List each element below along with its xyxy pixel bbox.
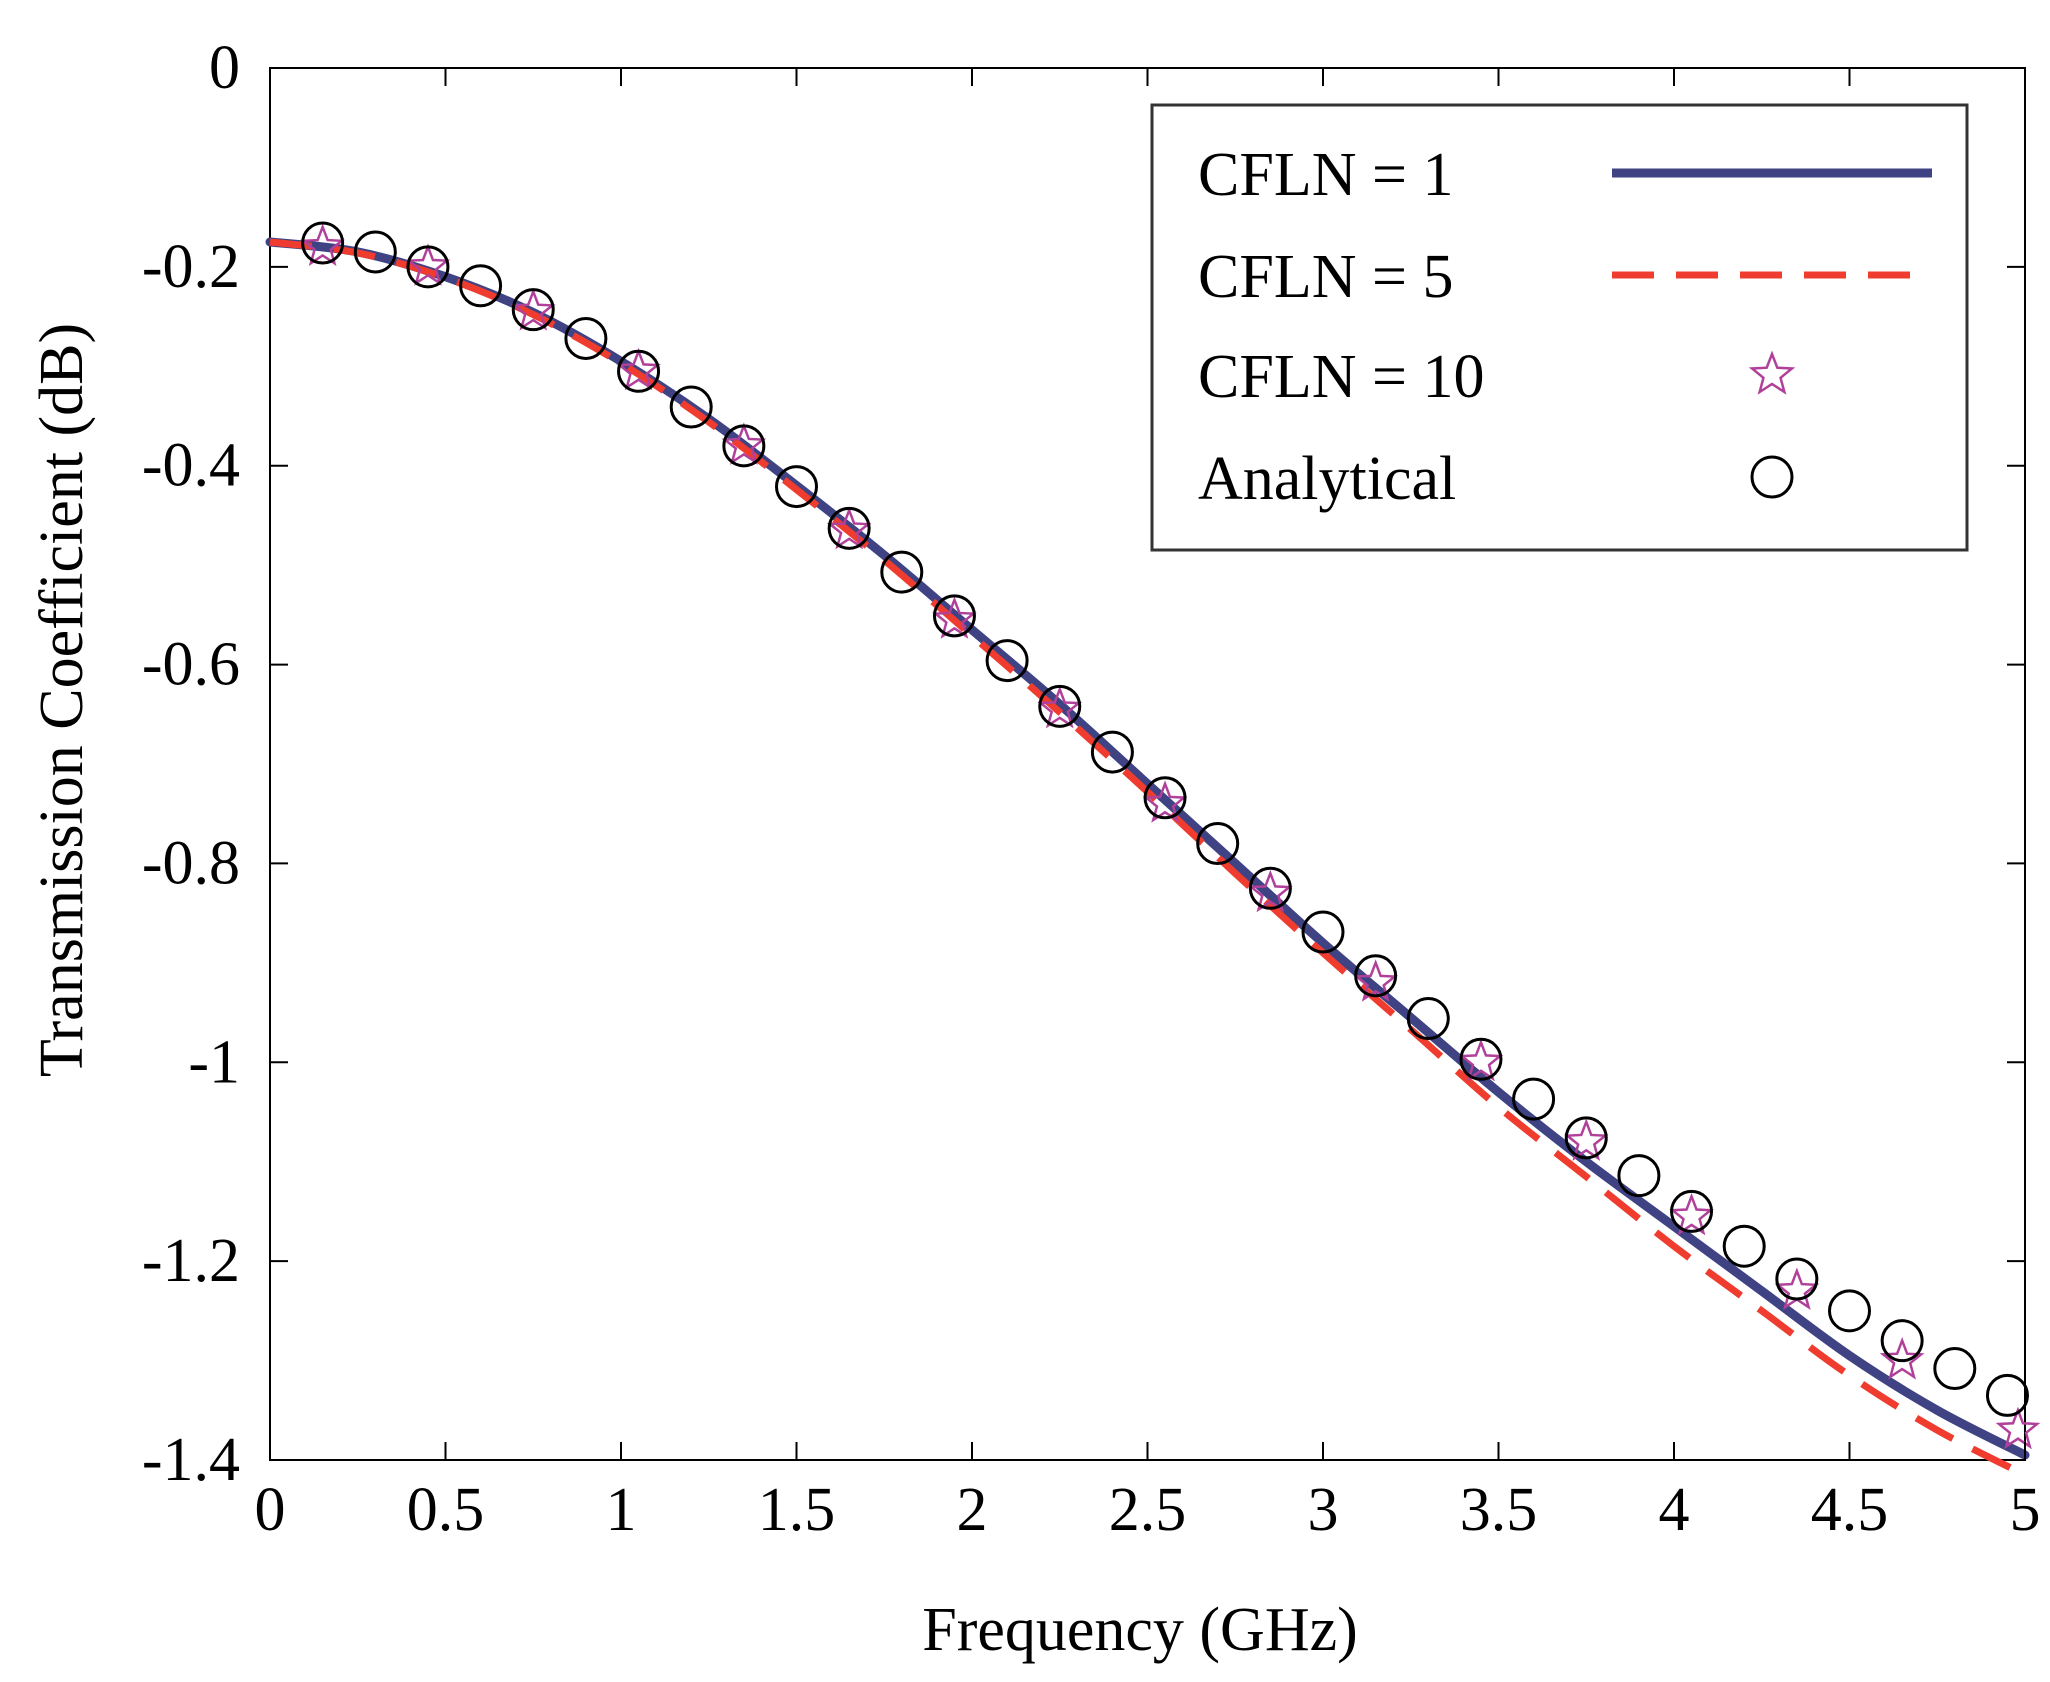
analytical-circle-marker: [669, 385, 713, 429]
analytical-circle-marker: [1880, 1319, 1924, 1363]
analytical-circle-marker: [1564, 1116, 1608, 1160]
x-tick-label: 3.5: [1460, 1476, 1538, 1544]
analytical-circle-marker: [1828, 1289, 1871, 1333]
analytical-circle-marker: [985, 639, 1029, 683]
y-tick-label: -1: [188, 1028, 240, 1096]
x-tick-label: 2.5: [1109, 1476, 1187, 1544]
x-tick-label: 2: [957, 1476, 988, 1544]
analytical-circle-marker: [1617, 1154, 1661, 1198]
y-tick-label: 0: [209, 34, 240, 102]
legend-label: Analytical: [1198, 445, 1456, 513]
legend-label: CFLN = 10: [1198, 343, 1484, 411]
cfln-10-star-marker: [1353, 959, 1399, 1002]
analytical-circle-marker: [1459, 1037, 1503, 1081]
cfln-10-star-marker: [1458, 1038, 1504, 1082]
analytical-circle-marker: [617, 349, 661, 393]
x-tick-label: 3: [1308, 1476, 1339, 1544]
y-axis-label: Transmission Coefficient (dB): [28, 323, 96, 1077]
analytical-circle-marker: [722, 424, 766, 468]
analytical-circle-marker: [775, 465, 818, 509]
cfln-10-star-marker: [1563, 1118, 1609, 1161]
analytical-circle-marker: [1775, 1257, 1819, 1301]
analytical-circle-marker: [827, 506, 871, 550]
analytical-circle-marker: [353, 230, 397, 274]
analytical-circle-marker: [932, 594, 976, 638]
cfln-10-star-marker: [826, 506, 872, 550]
cfln-10-star-marker: [300, 223, 346, 266]
y-tick-label: -1.4: [142, 1426, 240, 1494]
y-tick-label: -0.6: [142, 631, 240, 699]
legend-cfln-10-star: [1748, 350, 1796, 395]
cfln-10-star-marker: [1879, 1337, 1925, 1380]
legend-box: [1150, 103, 1969, 552]
x-tick-label: 4.5: [1811, 1476, 1889, 1544]
x-tick-label: 1: [606, 1476, 637, 1544]
axis-ticks: 0 0.5 1 1.5 2 2.5 3 3.5 4 4.5 5 0 -0.2 -0.4 -0.6 -0.8 -1…: [142, 34, 2041, 1544]
cfln-10-star-marker: [932, 596, 977, 639]
y-tick-label: -0.8: [142, 829, 240, 897]
analytical-circle-marker: [880, 550, 924, 594]
cfln-10-star-marker: [405, 243, 451, 286]
analytical-circle-marker: [406, 245, 450, 289]
analytical-circle-marker: [1301, 910, 1345, 954]
x-tick-label: 1.5: [758, 1476, 836, 1544]
cfln-10-star-marker: [1247, 869, 1293, 913]
analytical-circle-marker: [1038, 684, 1082, 728]
x-tick-label: 0: [255, 1476, 286, 1544]
cfln-10-star-marker: [1669, 1192, 1714, 1236]
analytical-circle-marker: [1670, 1189, 1714, 1233]
analytical-circle-marker: [459, 264, 503, 308]
analytical-circle-marker: [1248, 866, 1292, 910]
cfln-10-star-marker: [616, 347, 661, 391]
analytical-circle-marker: [1143, 776, 1187, 820]
analytical-circle-marker: [1406, 997, 1450, 1041]
series-cfln-5-line: [269, 238, 2027, 1479]
analytical-circle-marker: [511, 288, 555, 332]
x-tick-label: 5: [2010, 1476, 2041, 1544]
y-tick-label: -0.4: [142, 432, 240, 500]
legend-analytical-circle: [1750, 455, 1794, 499]
x-axis-label: Frequency (GHz): [922, 1596, 1358, 1664]
analytical-circle-marker: [564, 316, 608, 360]
analytical-circle-marker: [301, 221, 345, 265]
analytical-circle-marker: [1933, 1347, 1977, 1391]
analytical-circle-marker: [1354, 954, 1398, 998]
y-tick-label: -0.2: [142, 233, 240, 301]
x-tick-label: 4: [1659, 1476, 1690, 1544]
analytical-circle-marker: [1196, 822, 1240, 866]
legend-label: CFLN = 1: [1198, 141, 1453, 209]
cfln-10-star-marker: [1995, 1406, 2041, 1450]
analytical-circle-marker: [1722, 1224, 1766, 1268]
legend: CFLN = 1 CFLN = 5 CFLN = 10 Analytical: [1150, 103, 1969, 552]
cfln-10-star-marker: [1037, 685, 1083, 729]
cfln-10-star-marker: [510, 288, 556, 331]
x-tick-label: 0.5: [407, 1476, 485, 1544]
analytical-circle-marker: [1090, 730, 1134, 774]
analytical-circle-marker: [1512, 1077, 1556, 1121]
analytical-circle-marker: [1985, 1373, 2029, 1417]
y-tick-label: -1.2: [142, 1227, 240, 1295]
cfln-10-star-marker: [721, 422, 767, 465]
cfln-10-star-marker: [1142, 780, 1188, 823]
legend-label: CFLN = 5: [1198, 243, 1453, 311]
